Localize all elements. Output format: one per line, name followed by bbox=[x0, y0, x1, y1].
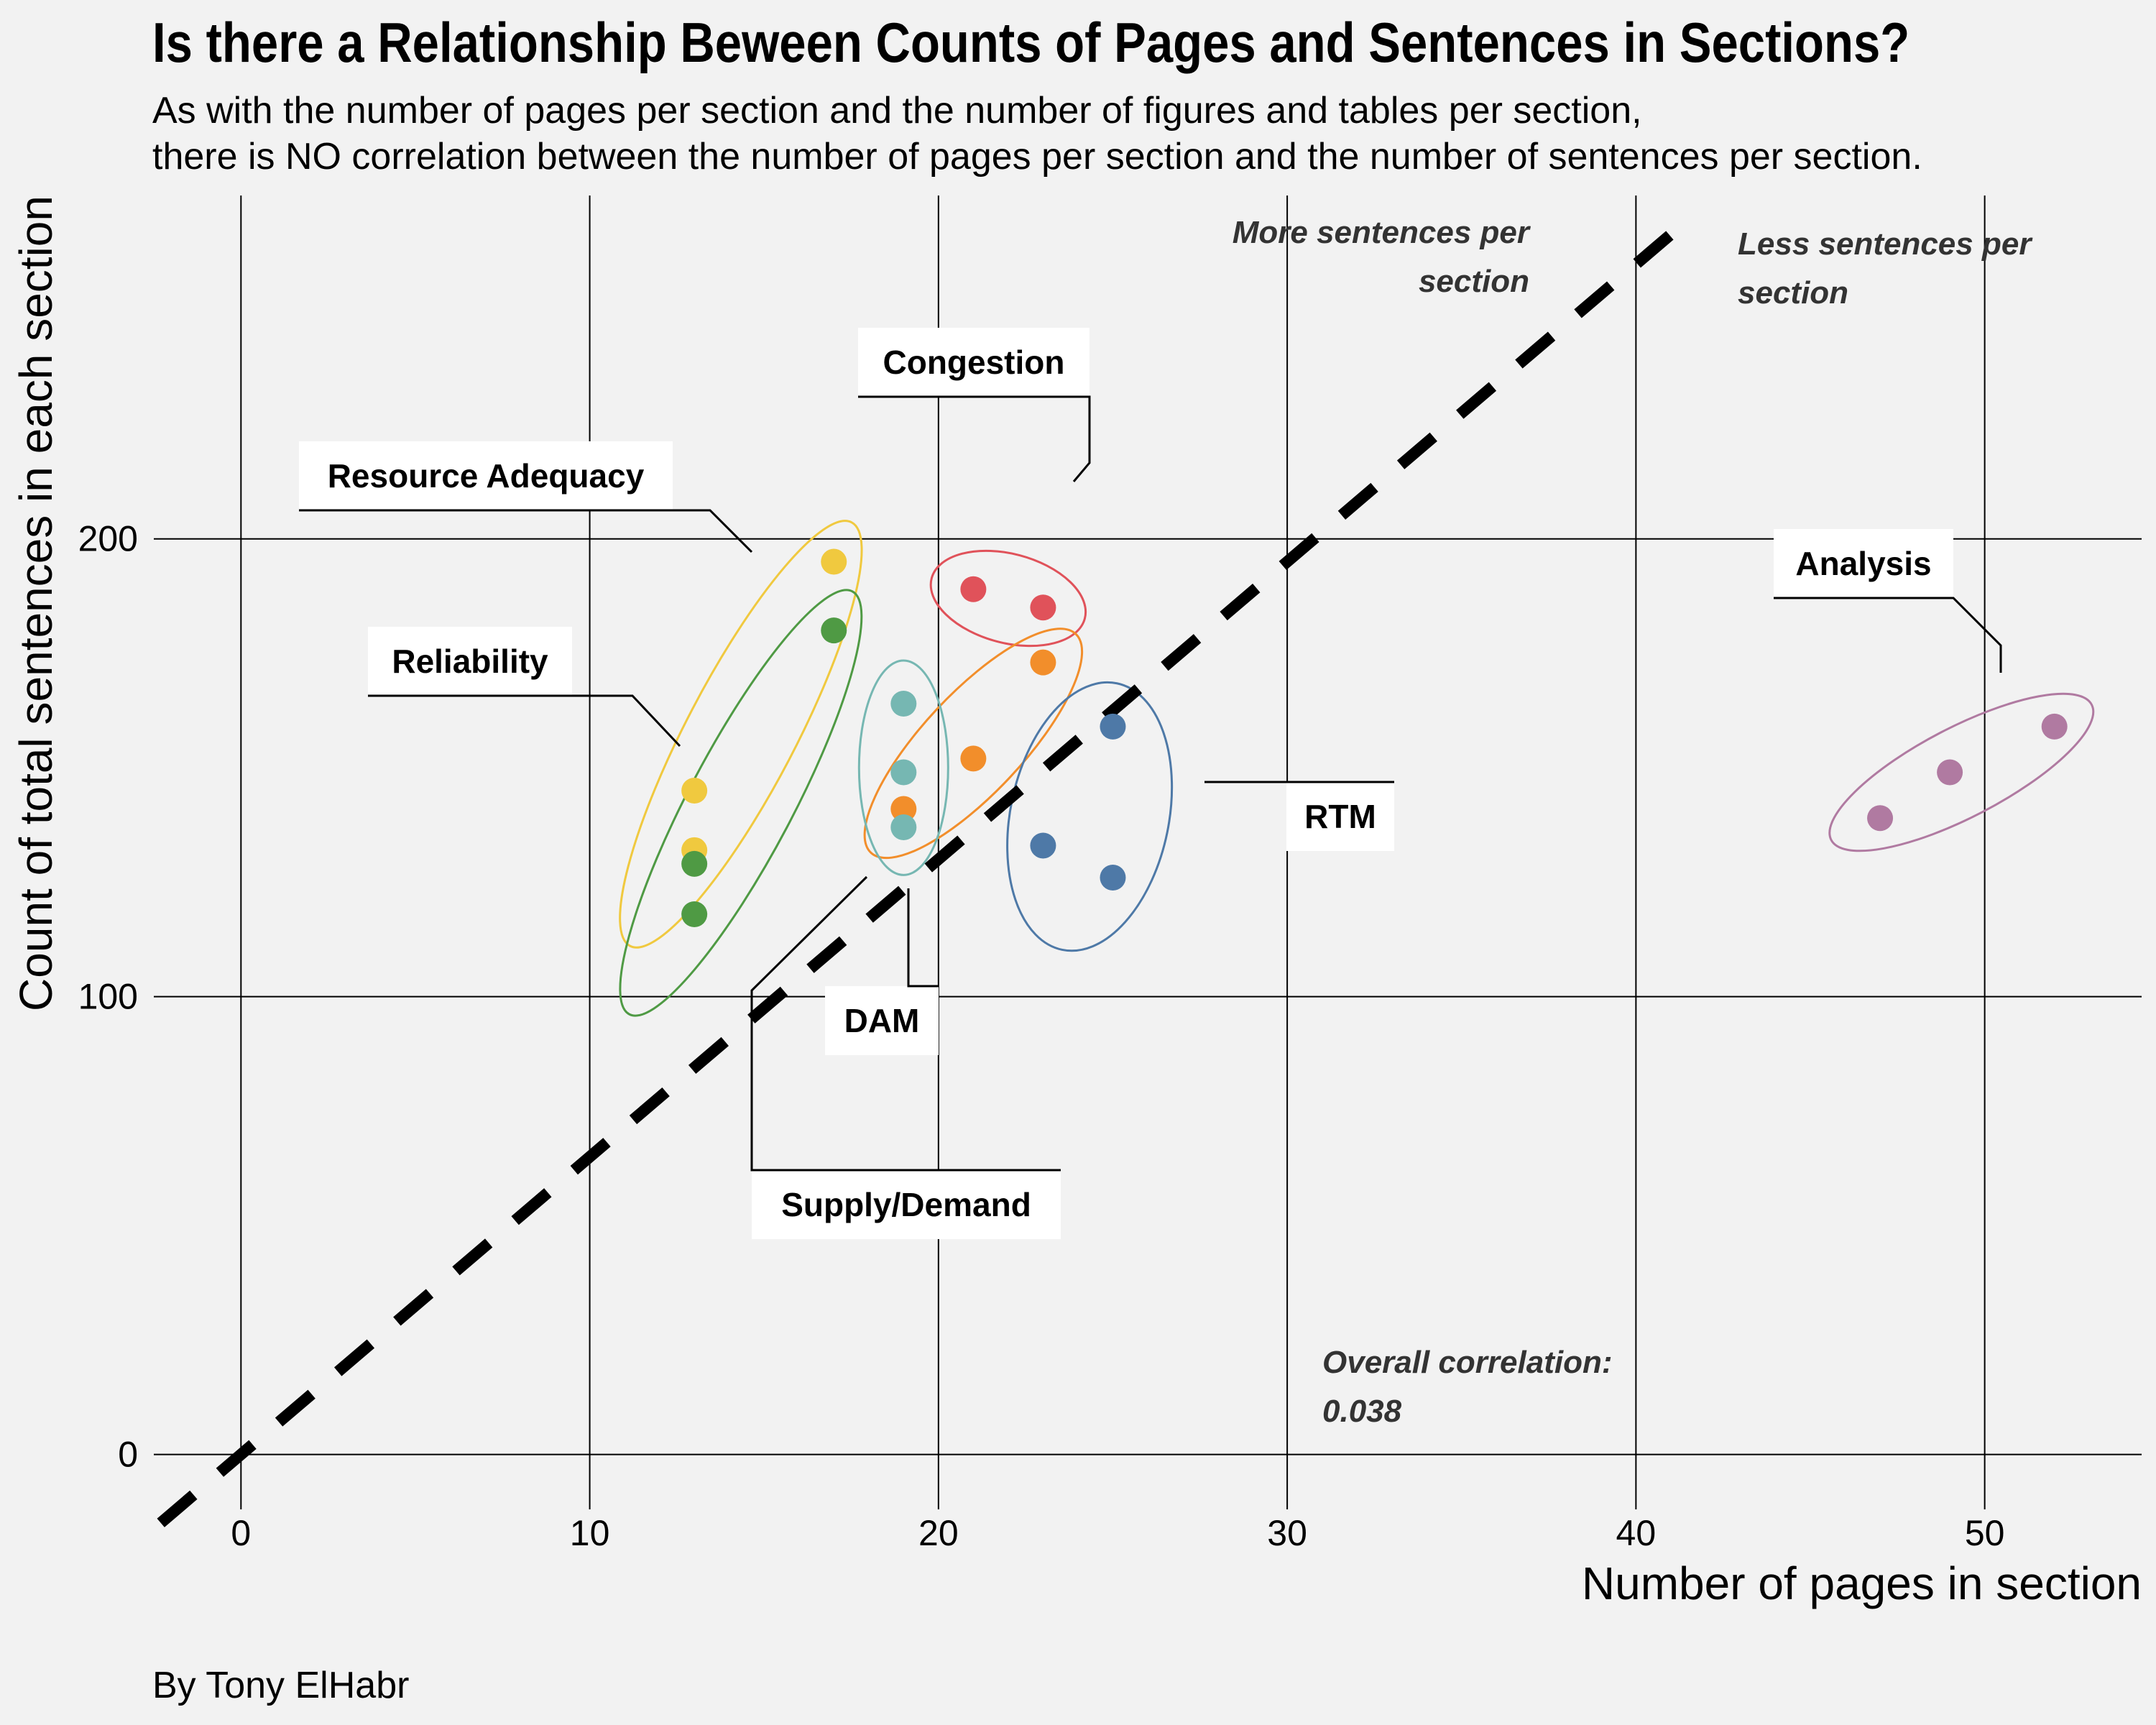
annotation-text: Overall correlation: bbox=[1322, 1345, 1612, 1380]
label-dam: DAM bbox=[844, 1002, 920, 1039]
label-leader-congestion bbox=[858, 395, 1091, 482]
point-dam bbox=[890, 690, 917, 717]
group-labels: Resource Adequacy Reliability Congestion Su… bbox=[299, 328, 2002, 1239]
point-supply-demand bbox=[890, 796, 917, 822]
point-analysis bbox=[2041, 713, 2068, 740]
label-analysis: Analysis bbox=[1795, 545, 1931, 582]
label-resource-adequacy: Resource Adequacy bbox=[328, 457, 645, 494]
point-dam bbox=[890, 814, 917, 840]
y-tick-label: 0 bbox=[118, 1435, 138, 1475]
point-rtm bbox=[1100, 713, 1126, 740]
label-congestion: Congestion bbox=[883, 344, 1065, 381]
y-tick-label: 100 bbox=[78, 977, 138, 1017]
point-dam bbox=[890, 759, 917, 786]
point-reliability bbox=[821, 617, 847, 644]
label-leader-dam bbox=[907, 888, 939, 988]
label-box-reliability bbox=[368, 627, 572, 696]
reference-line bbox=[157, 212, 1696, 1527]
point-rtm bbox=[1100, 865, 1126, 891]
axes: 0 10 20 30 40 50 0 100 200 Number of pages in sec… bbox=[10, 196, 2142, 1609]
label-leader-resource-adequacy bbox=[299, 509, 753, 553]
ellipse-dam bbox=[857, 659, 949, 876]
point-reliability bbox=[681, 850, 708, 877]
x-tick-label: 50 bbox=[1965, 1513, 2005, 1553]
annotation-text: section bbox=[1738, 275, 1848, 310]
label-box-congestion bbox=[858, 328, 1089, 397]
point-resource-adequacy bbox=[821, 548, 847, 575]
label-leader-supply-demand bbox=[750, 875, 1061, 1172]
gridlines bbox=[154, 196, 2142, 1509]
point-analysis bbox=[1867, 805, 1894, 832]
point-supply-demand bbox=[1030, 649, 1056, 676]
point-congestion bbox=[960, 576, 987, 602]
point-resource-adequacy bbox=[681, 778, 708, 804]
caption: By Tony ElHabr bbox=[152, 1665, 410, 1706]
x-tick-label: 0 bbox=[231, 1513, 251, 1553]
label-box-resource-adequacy bbox=[299, 441, 673, 510]
point-supply-demand bbox=[960, 745, 987, 772]
label-box-supply-demand bbox=[752, 1170, 1061, 1239]
x-tick-label: 30 bbox=[1267, 1513, 1307, 1553]
point-rtm bbox=[1030, 832, 1056, 859]
label-box-dam bbox=[825, 986, 939, 1055]
data-points bbox=[681, 548, 2068, 927]
annotation-text: 0.038 bbox=[1322, 1394, 1402, 1429]
ellipse-rtm bbox=[1006, 681, 1174, 952]
reference-line-path bbox=[157, 212, 1696, 1527]
annotation-text: Less sentences per bbox=[1738, 226, 2033, 262]
label-supply-demand: Supply/Demand bbox=[781, 1186, 1031, 1223]
x-tick-label: 10 bbox=[570, 1513, 610, 1553]
chart-subtitle: As with the number of pages per section … bbox=[152, 88, 1922, 180]
chart-title: Is there a Relationship Beween Counts of… bbox=[152, 11, 1910, 74]
annotation-text: More sentences per bbox=[1233, 215, 1531, 250]
y-tick-label: 200 bbox=[78, 519, 138, 559]
point-analysis bbox=[1937, 759, 1963, 786]
ellipse-analysis bbox=[1828, 692, 2095, 852]
ellipse-reliability bbox=[619, 589, 863, 1017]
ellipse-congestion bbox=[929, 549, 1087, 648]
label-box-rtm bbox=[1286, 782, 1394, 851]
x-axis-title: Number of pages in section bbox=[1582, 1558, 2142, 1609]
point-congestion bbox=[1030, 594, 1056, 621]
point-reliability bbox=[681, 901, 708, 927]
subtitle-line-1: As with the number of pages per section … bbox=[152, 90, 1642, 132]
ellipse-resource-adequacy bbox=[619, 520, 863, 949]
ellipse-supply-demand bbox=[863, 627, 1084, 860]
subtitle-line-2: there is NO correlation between the numb… bbox=[152, 136, 1922, 178]
annotations: More sentences per section Less sentences … bbox=[1233, 215, 2034, 1429]
x-tick-label: 40 bbox=[1616, 1513, 1657, 1553]
label-leader-reliability bbox=[368, 694, 681, 748]
label-box-analysis bbox=[1774, 529, 1953, 598]
label-leader-analysis bbox=[1774, 597, 2002, 673]
annotation-text: section bbox=[1419, 264, 1529, 299]
y-axis-title: Count of total sentences in each section bbox=[10, 196, 62, 1011]
label-rtm: RTM bbox=[1304, 798, 1376, 835]
x-tick-label: 20 bbox=[918, 1513, 959, 1553]
label-reliability: Reliability bbox=[392, 643, 548, 680]
